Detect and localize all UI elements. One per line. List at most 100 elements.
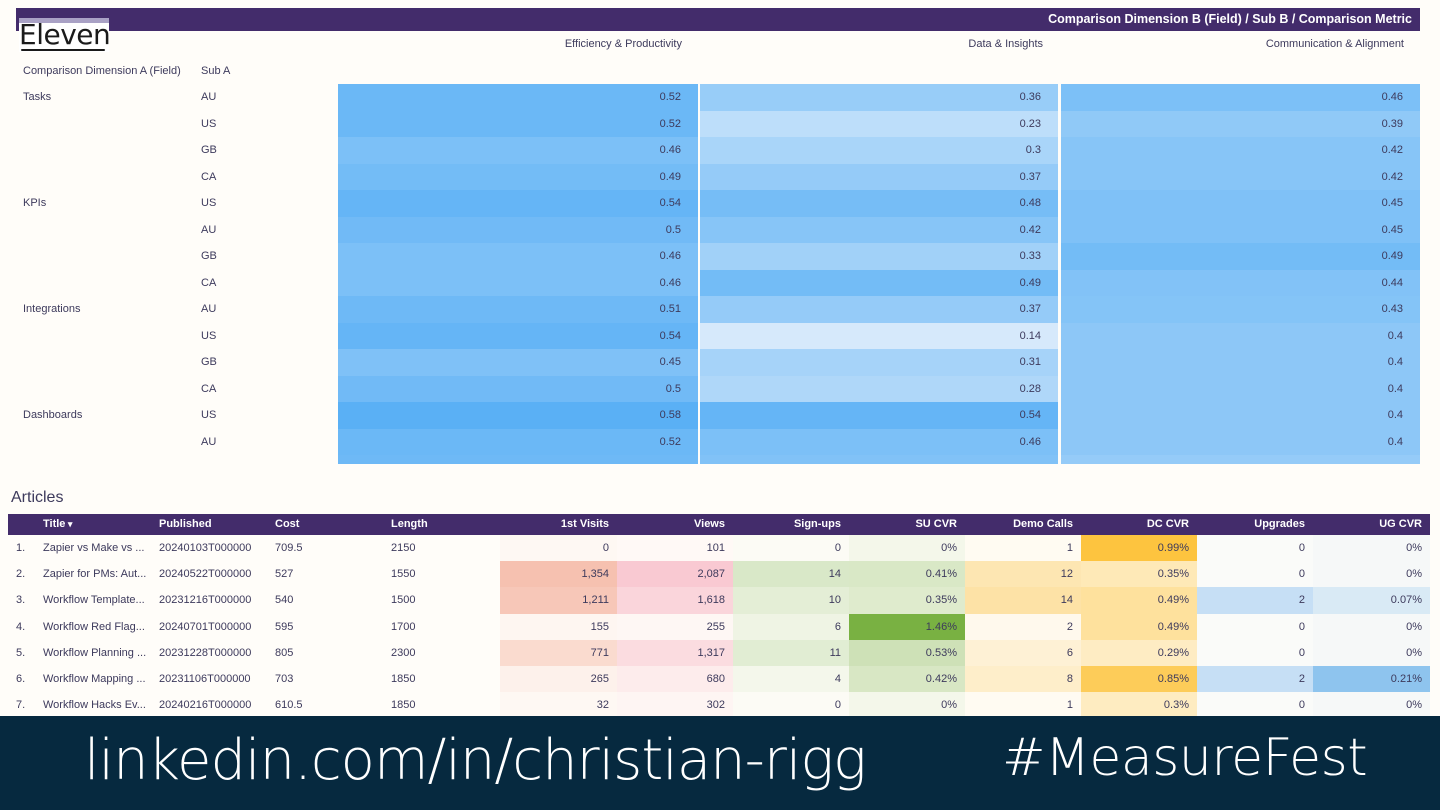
pivot-row[interactable]: Tasks AU 0.52 0.36 0.46 xyxy=(16,84,1420,111)
pivot-row[interactable]: Dashboards US 0.58 0.54 0.4 xyxy=(16,402,1420,429)
cell-views: 1,317 xyxy=(617,639,733,666)
cell-ug-cvr: 0% xyxy=(1313,692,1430,719)
col-header-visits[interactable]: 1st Visits xyxy=(560,518,609,530)
col-header-published[interactable]: Published xyxy=(159,518,212,530)
pivot-row[interactable]: US 0.52 0.23 0.39 xyxy=(16,110,1420,137)
pivot-row[interactable]: KPIs US 0.54 0.48 0.45 xyxy=(16,190,1420,217)
pivot-sub-a: AU xyxy=(201,91,217,103)
table-row[interactable]: 7. Workflow Hacks Ev... 20240216T000000 610… xyxy=(8,692,1430,719)
cell-su-cvr: 0% xyxy=(849,535,965,562)
cell-title: Zapier vs Make vs ... xyxy=(43,542,145,554)
pivot-value-cell: 0.46 xyxy=(1061,84,1420,111)
cell-dc-cvr: 0.49% xyxy=(1081,587,1197,614)
cell-title: Workflow Mapping ... xyxy=(43,673,146,685)
pivot-value-cell: 0.4 xyxy=(1061,402,1420,429)
pivot-row[interactable]: Integrations AU 0.51 0.37 0.43 xyxy=(16,296,1420,323)
cell-demo: 1 xyxy=(965,535,1081,562)
table-row[interactable]: 4. Workflow Red Flag... 20240701T000000 595… xyxy=(8,613,1430,640)
pivot-row[interactable]: CA 0.49 0.37 0.42 xyxy=(16,163,1420,190)
table-row[interactable]: 1. Zapier vs Make vs ... 20240103T000000 70… xyxy=(8,535,1430,562)
cell-upgrades: 0 xyxy=(1197,639,1313,666)
cell-visits: 1,211 xyxy=(500,587,617,614)
col-header-title[interactable]: Title ▾ xyxy=(43,518,73,530)
col-header-dc-cvr[interactable]: DC CVR xyxy=(1146,518,1189,530)
pivot-sub-a: AU xyxy=(201,223,217,236)
pivot-value-cell: 0.48 xyxy=(700,190,1058,217)
pivot-col-data-insights[interactable]: Data & Insights xyxy=(968,38,1043,50)
cell-dc-cvr: 0.85% xyxy=(1081,666,1197,693)
table-row[interactable]: 6. Workflow Mapping ... 20231106T000000 703… xyxy=(8,666,1430,693)
table-row[interactable]: 5. Workflow Planning ... 20231228T000000 80… xyxy=(8,639,1430,666)
cell-cost: 610.5 xyxy=(275,699,303,712)
table-row[interactable]: 3. Workflow Template... 20231216T000000 540… xyxy=(8,587,1430,614)
cell-visits: 32 xyxy=(500,692,617,719)
cell-views: 680 xyxy=(617,666,733,693)
cell-dc-cvr: 0.3% xyxy=(1081,692,1197,719)
cell-visits: 1,354 xyxy=(500,561,617,588)
cell-published: 20231106T000000 xyxy=(159,673,251,685)
pivot-row[interactable]: AU 0.52 0.46 0.4 xyxy=(16,428,1420,455)
col-header-demo[interactable]: Demo Calls xyxy=(1013,518,1073,530)
col-header-su-cvr[interactable]: SU CVR xyxy=(915,518,957,530)
pivot-value-cell: 0.4 xyxy=(1061,322,1420,349)
pivot-value-cell: 0.4 xyxy=(1061,375,1420,402)
cell-demo: 1 xyxy=(965,692,1081,719)
cell-views: 302 xyxy=(617,692,733,719)
pivot-col-efficiency[interactable]: Efficiency & Productivity xyxy=(564,38,682,50)
table-row[interactable]: 2. Zapier for PMs: Aut... 20240522T000000 5… xyxy=(8,561,1430,588)
pivot-value-cell: 0.58 xyxy=(338,402,698,429)
pivot-row[interactable]: GB 0.45 0.31 0.4 xyxy=(16,349,1420,376)
col-header-signups[interactable]: Sign-ups xyxy=(793,518,841,530)
col-header-views[interactable]: Views xyxy=(694,518,725,530)
linkedin-url[interactable]: linkedin.com/in/christian-rigg xyxy=(84,728,867,793)
col-header-upgrades[interactable]: Upgrades xyxy=(1254,518,1305,530)
pivot-value-cell: 0.46 xyxy=(338,137,698,164)
cell-signups: 14 xyxy=(733,561,849,588)
cell-published: 20240216T000000 xyxy=(159,699,252,712)
pivot-table-body[interactable]: Tasks AU 0.52 0.36 0.46 US 0.52 0.23 0.39 GB 0.46 0… xyxy=(16,84,1420,464)
sort-desc-icon[interactable]: ▾ xyxy=(65,519,73,529)
pivot-sub-a: CA xyxy=(201,276,217,289)
pivot-row[interactable]: GB 0.46 0.3 0.42 xyxy=(16,137,1420,164)
pivot-sub-a: GB xyxy=(201,356,217,368)
cell-ug-cvr: 0.07% xyxy=(1313,587,1430,614)
pivot-value-cell: 0.33 xyxy=(700,243,1058,270)
pivot-sub-a: US xyxy=(201,117,217,130)
cell-length: 2150 xyxy=(391,542,416,554)
cell-length: 1850 xyxy=(391,673,416,685)
dim-a-header[interactable]: Comparison Dimension A (Field) xyxy=(23,65,181,77)
pivot-row[interactable]: GB 0.46 0.33 0.49 xyxy=(16,243,1420,270)
col-header-cost[interactable]: Cost xyxy=(275,518,300,530)
cell-su-cvr: 0% xyxy=(849,692,965,719)
cell-signups: 0 xyxy=(733,535,849,562)
pivot-row[interactable]: AU 0.5 0.42 0.45 xyxy=(16,216,1420,243)
cell-cost: 805 xyxy=(275,646,294,659)
pivot-value-cell: 0.14 xyxy=(700,322,1058,349)
cell-published: 20231216T000000 xyxy=(159,594,252,607)
sub-a-header[interactable]: Sub A xyxy=(201,65,231,77)
cell-title: Workflow Planning ... xyxy=(43,646,147,659)
pivot-row[interactable]: CA 0.5 0.28 0.4 xyxy=(16,375,1420,402)
cell-visits: 771 xyxy=(500,639,617,666)
pivot-value-cell: 0.52 xyxy=(338,84,698,111)
cell-upgrades: 0 xyxy=(1197,535,1313,562)
cell-length: 1500 xyxy=(391,594,416,607)
pivot-row[interactable]: CA 0.46 0.49 0.44 xyxy=(16,269,1420,296)
cell-n: 3. xyxy=(16,594,26,607)
cell-su-cvr: 0.35% xyxy=(849,587,965,614)
cell-su-cvr: 0.41% xyxy=(849,561,965,588)
cell-upgrades: 2 xyxy=(1197,666,1313,693)
pivot-col-communication[interactable]: Communication & Alignment xyxy=(1265,38,1404,50)
pivot-value-cell: 0.28 xyxy=(700,375,1058,402)
pivot-sub-a: US xyxy=(201,329,217,342)
cell-published: 20240103T000000 xyxy=(159,542,252,554)
cell-dc-cvr: 0.49% xyxy=(1081,613,1197,640)
pivot-value-cell: 0.42 xyxy=(1061,137,1420,164)
col-header-ug-cvr[interactable]: UG CVR xyxy=(1379,518,1422,530)
pivot-sub-a: GB xyxy=(201,144,217,156)
pivot-row[interactable]: US 0.54 0.14 0.4 xyxy=(16,322,1420,349)
pivot-value-cell: 0.4 xyxy=(1061,428,1420,455)
cell-ug-cvr: 0% xyxy=(1313,561,1430,588)
col-header-length[interactable]: Length xyxy=(391,518,428,530)
pivot-dim-a: Tasks xyxy=(23,91,52,103)
